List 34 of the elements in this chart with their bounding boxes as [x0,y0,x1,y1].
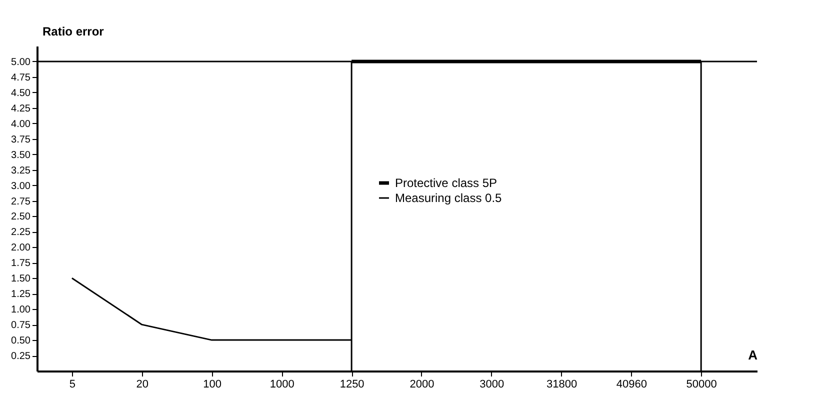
y-tick-label: 1.50 [11,274,31,285]
y-tick-label: 1.75 [11,258,31,270]
y-tick-label: 4.00 [11,118,31,130]
y-tick-label: 4.50 [11,88,31,99]
legend-label: Measuring class 0.5 [395,191,502,205]
y-tick-label: 0.25 [11,351,31,362]
x-tick-label: 20 [136,378,148,390]
y-tick-label: 2.75 [11,196,31,208]
legend-label: Protective class 5P [395,176,498,190]
x-tick-label: 100 [203,378,222,390]
y-axis-title: Ratio error [42,24,104,38]
y-tick-label: 3.25 [11,165,31,176]
x-tick-label: 40960 [616,378,647,390]
x-tick-label: 1250 [340,378,364,390]
y-tick-label: 0.75 [11,320,31,332]
y-tick-label: 2.00 [11,242,31,254]
y-tick-label: 4.25 [11,103,31,114]
y-tick-label: 4.75 [11,72,31,84]
y-tick-label: 2.25 [11,227,31,238]
x-tick-label: 2000 [410,378,434,390]
x-axis-title: A [748,348,758,362]
y-tick-label: 3.00 [11,180,31,192]
y-tick-label: 5.00 [11,56,31,68]
y-tick-label: 0.50 [11,336,31,347]
y-tick-label: 1.00 [11,304,31,316]
x-tick-label: 50000 [686,378,717,390]
x-tick-label: 3000 [480,378,504,390]
x-tick-label: 1000 [270,378,294,390]
x-tick-label: 5 [69,378,76,390]
y-tick-label: 2.50 [11,212,31,223]
x-tick-label: 31800 [546,378,578,390]
y-tick-label: 3.75 [11,134,31,146]
y-tick-label: 3.50 [11,150,31,161]
y-tick-label: 1.25 [11,289,31,300]
